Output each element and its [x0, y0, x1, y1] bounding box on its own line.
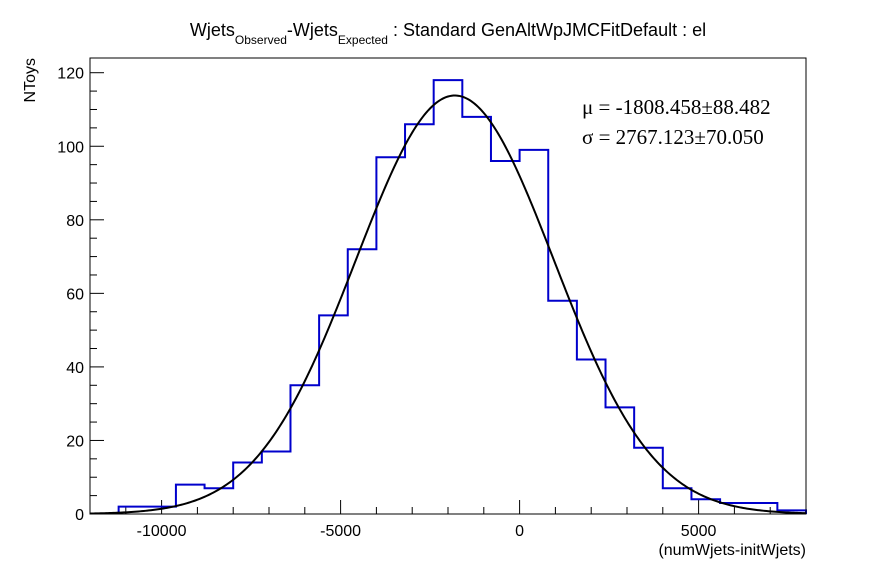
- y-tick-label: 120: [57, 66, 84, 83]
- x-tick-label: 0: [515, 523, 524, 540]
- y-tick-label: 20: [66, 433, 84, 450]
- chart-title: WjetsObserved-WjetsExpected : Standard G…: [190, 20, 706, 47]
- fit-curve: [89, 94, 807, 515]
- x-tick-label: -5000: [320, 523, 361, 540]
- fit-mean-label: μ = -1808.458±88.482: [582, 95, 771, 119]
- title-part-2: -Wjets: [287, 20, 338, 40]
- title-part-1: Wjets: [190, 20, 235, 40]
- fit-sigma-label: σ = 2767.123±70.050: [582, 125, 764, 149]
- gaussian-fit: [89, 94, 807, 515]
- y-axis-label: NToys: [22, 58, 39, 102]
- x-axis-ticks: -10000 -5000 0 5000: [89, 500, 807, 540]
- title-part-3: : Standard GenAltWpJMCFitDefault : el: [388, 20, 706, 40]
- x-tick-label: 5000: [681, 523, 717, 540]
- y-tick-label: 0: [75, 507, 84, 524]
- title-subscript-2: Expected: [338, 33, 388, 47]
- y-tick-label: 80: [66, 213, 84, 230]
- x-tick-label: -10000: [137, 523, 187, 540]
- plot-frame: [89, 57, 807, 515]
- title-subscript-1: Observed: [235, 33, 287, 47]
- x-axis-label: (numWjets-initWjets): [658, 542, 806, 559]
- y-axis-ticks: 0 20 40 60 80 100 120: [57, 66, 104, 524]
- y-tick-label: 100: [57, 139, 84, 156]
- y-tick-label: 60: [66, 286, 84, 303]
- y-tick-label: 40: [66, 360, 84, 377]
